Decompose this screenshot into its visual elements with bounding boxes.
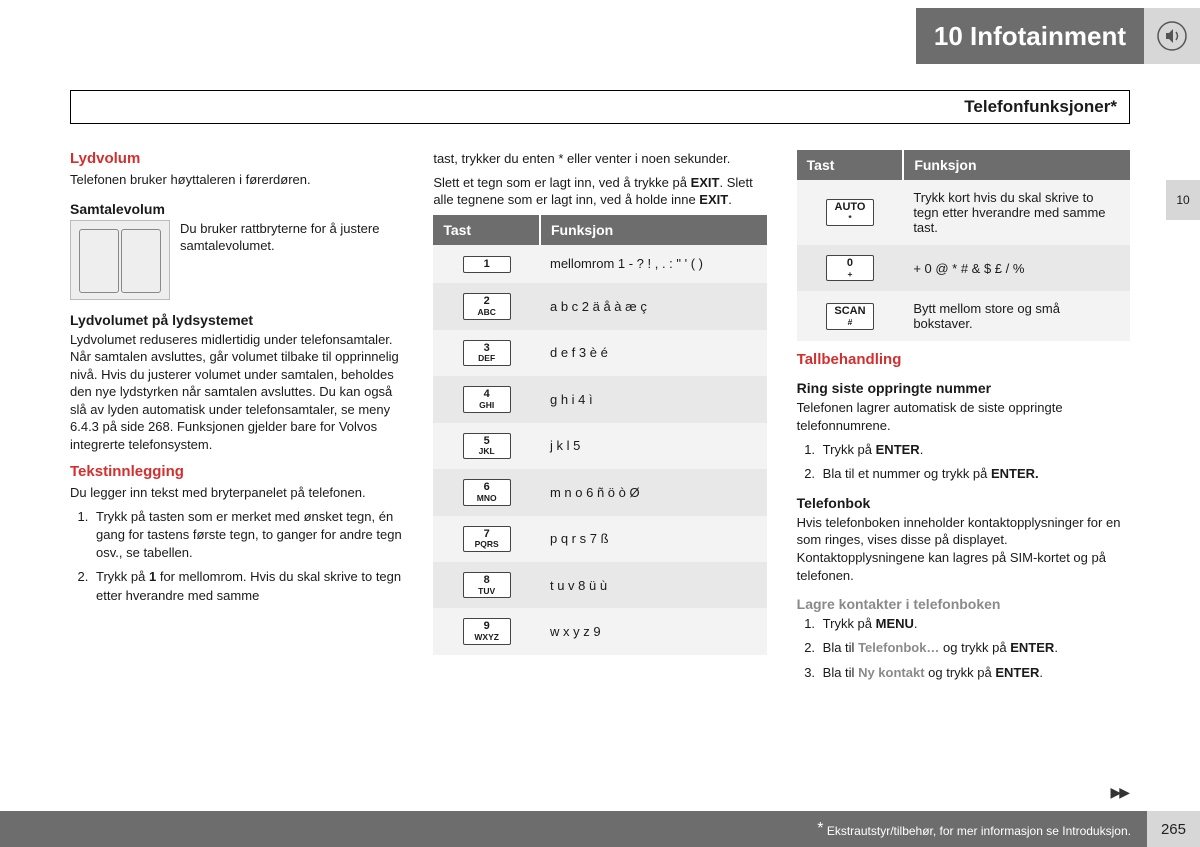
cell-key: 1 — [433, 245, 540, 284]
cell-function: d e f 3 è é — [540, 330, 767, 376]
heading-lagre-kontakter: Lagre kontakter i telefonboken — [797, 596, 1130, 612]
footnote: * Ekstrautstyr/tilbehør, for mer informa… — [817, 820, 1147, 838]
table-row: 2ABC a b c 2 ä å à æ ç — [433, 283, 766, 329]
ordered-list: Trykk på ENTER. Bla til et nummer og try… — [797, 441, 1130, 483]
section-subheader: Telefonfunksjoner* — [70, 90, 1130, 124]
chapter-title: 10 Infotainment — [916, 8, 1144, 64]
body-text: Du bruker rattbryterne for å justere sam… — [180, 220, 403, 294]
table-row: 8TUV t u v 8 ü ù — [433, 562, 766, 608]
list-item: Bla til Telefonbok… og trykk på ENTER. — [819, 639, 1130, 657]
body-text: tast, trykker du enten * eller venter i … — [433, 150, 766, 168]
cell-key: 2ABC — [433, 283, 540, 329]
keycap-icon: 3DEF — [463, 340, 511, 366]
heading-lydsystem: Lydvolumet på lydsystemet — [70, 312, 403, 328]
cell-key: 9WXYZ — [433, 608, 540, 654]
page-number: 265 — [1147, 811, 1200, 847]
cell-function: mellomrom 1 - ? ! , . : " ' ( ) — [540, 245, 767, 284]
cell-key: 4GHI — [433, 376, 540, 422]
list-item: Trykk på ENTER. — [819, 441, 1130, 459]
cell-key: 3DEF — [433, 330, 540, 376]
table-row: AUTO* Trykk kort hvis du skal skrive to t… — [797, 180, 1130, 245]
keycap-icon: 4GHI — [463, 386, 511, 412]
cell-function: m n o 6 ñ ö ò Ø — [540, 469, 767, 515]
continuation-arrows-icon: ▶▶ — [1110, 784, 1128, 801]
heading-lydvolum: Lydvolum — [70, 150, 403, 167]
cell-function: + 0 @ * # & $ £ / % — [903, 245, 1130, 291]
table-row: 7PQRS p q r s 7 ß — [433, 516, 766, 562]
keycap-icon: 0+ — [826, 255, 874, 281]
table-row: SCAN# Bytt mellom store og små bokstaver. — [797, 291, 1130, 341]
steering-wheel-illustration — [70, 220, 170, 300]
column-2: tast, trykker du enten * eller venter i … — [433, 140, 766, 767]
table-row: 4GHI g h i 4 ì — [433, 376, 766, 422]
cell-function: j k l 5 — [540, 423, 767, 469]
heading-tekstinnlegging: Tekstinnlegging — [70, 463, 403, 480]
keycap-icon: AUTO* — [826, 199, 874, 225]
list-item: Bla til Ny kontakt og trykk på ENTER. — [819, 664, 1130, 682]
body-text: Hvis telefonboken inneholder kontaktoppl… — [797, 514, 1130, 584]
ordered-list: Trykk på MENU. Bla til Telefonbok… og tr… — [797, 615, 1130, 682]
cell-function: t u v 8 ü ù — [540, 562, 767, 608]
list-item: Trykk på 1 for mellomrom. Hvis du skal s… — [92, 568, 403, 604]
keycap-icon: 9WXYZ — [463, 618, 511, 644]
heading-ring-siste: Ring siste oppringte nummer — [797, 380, 1130, 396]
list-item: Trykk på MENU. — [819, 615, 1130, 633]
speaker-icon — [1144, 8, 1200, 64]
table-header-tast: Tast — [797, 150, 904, 180]
body-text: Slett et tegn som er lagt inn, ved å try… — [433, 174, 766, 209]
keycap-icon: SCAN# — [826, 303, 874, 329]
table-header-funksjon: Funksjon — [540, 215, 767, 245]
table-row: 6MNO m n o 6 ñ ö ò Ø — [433, 469, 766, 515]
cell-function: Trykk kort hvis du skal skrive to tegn e… — [903, 180, 1130, 245]
side-tab: 10 — [1166, 180, 1200, 220]
cell-key: 7PQRS — [433, 516, 540, 562]
keycap-icon: 2ABC — [463, 293, 511, 319]
column-1: Lydvolum Telefonen bruker høyttaleren i … — [70, 140, 403, 767]
cell-function: g h i 4 ì — [540, 376, 767, 422]
column-3: Tast Funksjon AUTO* Trykk kort hvis du sk… — [797, 140, 1130, 767]
table-row: 3DEF d e f 3 è é — [433, 330, 766, 376]
keycap-icon: 6MNO — [463, 479, 511, 505]
cell-key: SCAN# — [797, 291, 904, 341]
table-header-tast: Tast — [433, 215, 540, 245]
cell-function: Bytt mellom store og små bokstaver. — [903, 291, 1130, 341]
table-row: 9WXYZ w x y z 9 — [433, 608, 766, 654]
body-text: Du legger inn tekst med bryterpanelet på… — [70, 484, 403, 502]
keycap-icon: 8TUV — [463, 572, 511, 598]
cell-key: 8TUV — [433, 562, 540, 608]
cell-function: p q r s 7 ß — [540, 516, 767, 562]
keycap-icon: 7PQRS — [463, 526, 511, 552]
list-item: Trykk på tasten som er merket med ønsket… — [92, 508, 403, 563]
table-header-funksjon: Funksjon — [903, 150, 1130, 180]
keypad-table-extra: Tast Funksjon AUTO* Trykk kort hvis du sk… — [797, 150, 1130, 341]
heading-samtalevolum: Samtalevolum — [70, 201, 403, 217]
body-text: Lydvolumet reduseres midlertidig under t… — [70, 331, 403, 454]
cell-key: 5JKL — [433, 423, 540, 469]
heading-tallbehandling: Tallbehandling — [797, 351, 1130, 368]
keypad-table-main: Tast Funksjon 1 mellomrom 1 - ? ! , . : "… — [433, 215, 766, 655]
table-row: 0+ + 0 @ * # & $ £ / % — [797, 245, 1130, 291]
keycap-icon: 5JKL — [463, 433, 511, 459]
cell-key: 0+ — [797, 245, 904, 291]
cell-key: 6MNO — [433, 469, 540, 515]
body-text: Telefonen lagrer automatisk de siste opp… — [797, 399, 1130, 434]
table-row: 1 mellomrom 1 - ? ! , . : " ' ( ) — [433, 245, 766, 284]
cell-function: w x y z 9 — [540, 608, 767, 654]
body-text: Telefonen bruker høyttaleren i førerdøre… — [70, 171, 403, 189]
list-item: Bla til et nummer og trykk på ENTER. — [819, 465, 1130, 483]
table-row: 5JKL j k l 5 — [433, 423, 766, 469]
cell-key: AUTO* — [797, 180, 904, 245]
chapter-header: 10 Infotainment — [0, 8, 1200, 64]
page-footer: * Ekstrautstyr/tilbehør, for mer informa… — [0, 811, 1200, 847]
ordered-list: Trykk på tasten som er merket med ønsket… — [70, 508, 403, 605]
heading-telefonbok: Telefonbok — [797, 495, 1130, 511]
keycap-icon: 1 — [463, 256, 511, 274]
cell-function: a b c 2 ä å à æ ç — [540, 283, 767, 329]
